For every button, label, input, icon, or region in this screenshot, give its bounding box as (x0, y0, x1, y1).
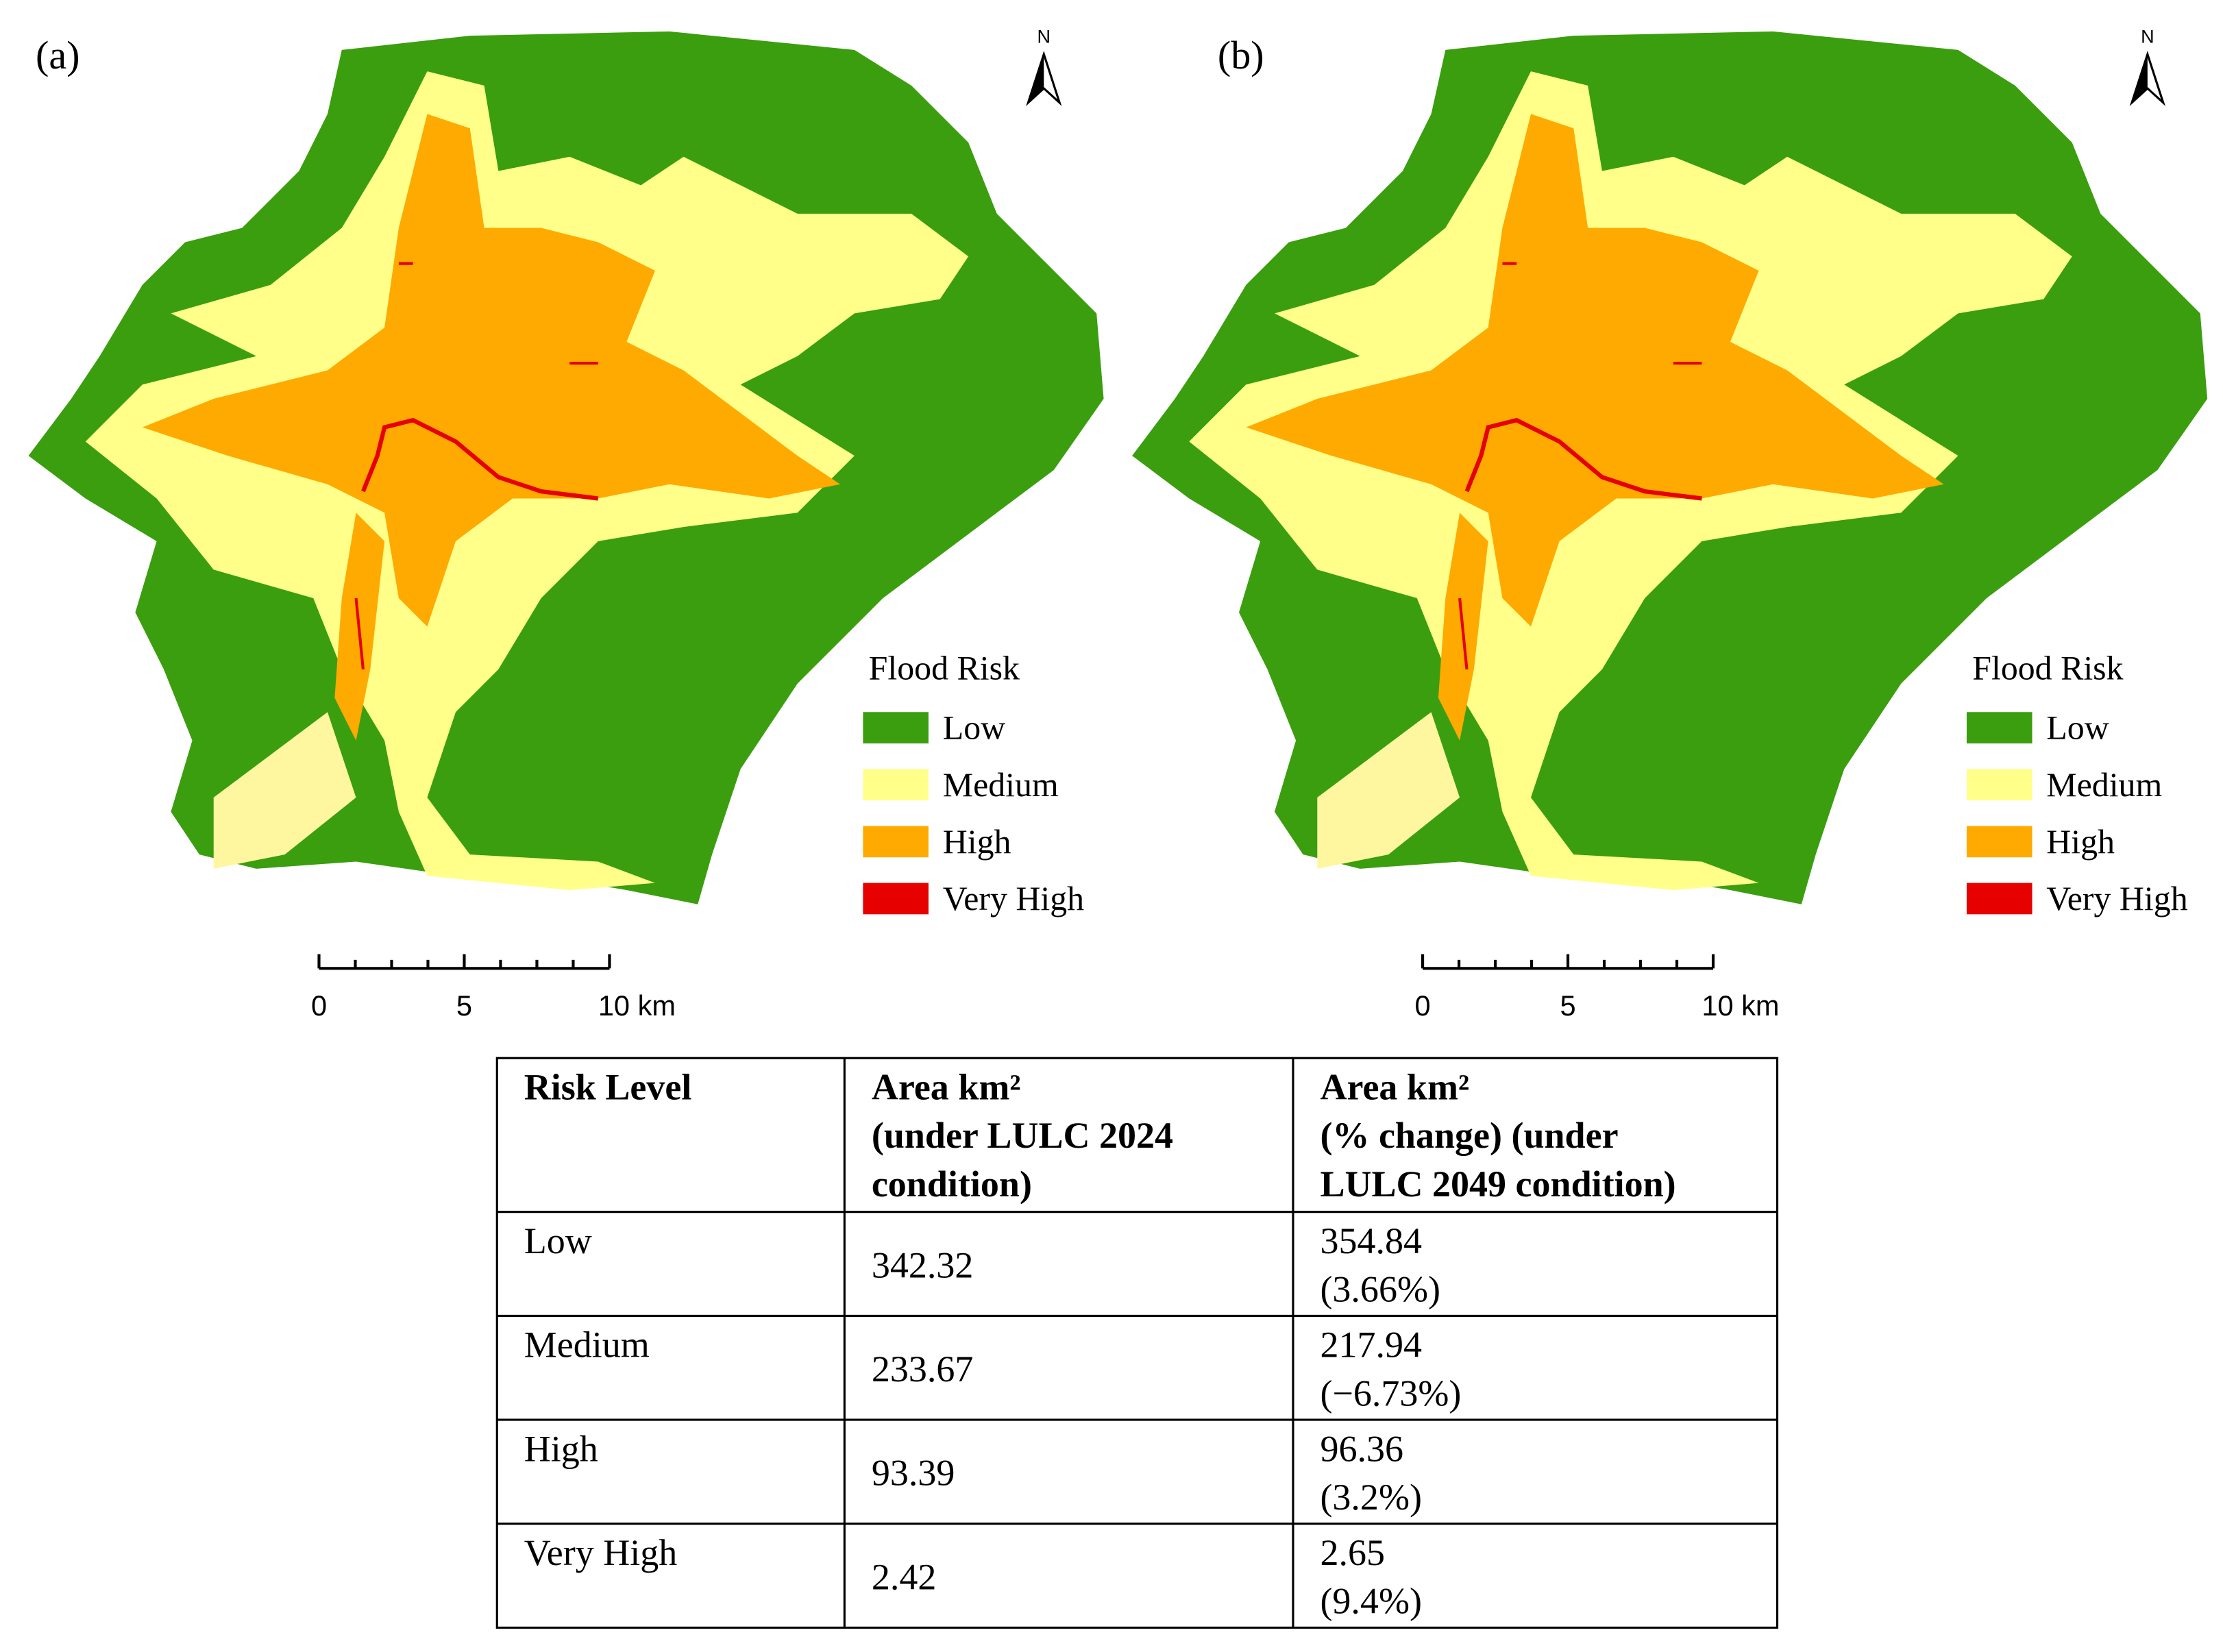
map-panel: (a) N Flood Risk Low Medium High Very High 0 5 10… (29, 27, 1104, 1022)
table-cell: 2.42 (872, 1556, 937, 1597)
legend-label: Very High (943, 880, 1084, 917)
scale-label: 0 (1415, 989, 1431, 1022)
table-cell: (3.66%) (1320, 1269, 1440, 1310)
panel-label: (a) (36, 33, 80, 77)
table-cell: 2.65 (1320, 1532, 1385, 1573)
table-header: (under LULC 2024 (872, 1115, 1173, 1156)
table-cell: Low (524, 1220, 592, 1261)
table-cell: 93.39 (872, 1453, 955, 1494)
legend-swatch (863, 769, 929, 801)
legend-label: Low (2046, 709, 2109, 747)
north-label: N (2141, 27, 2154, 47)
table-cell: Medium (524, 1324, 650, 1366)
scale-label: 10 km (1702, 989, 1779, 1022)
scale-label: 0 (311, 989, 327, 1022)
scale-label: 10 km (598, 989, 676, 1022)
table-cell: High (524, 1428, 598, 1469)
legend-label: Medium (2046, 766, 2162, 804)
legend-swatch (1966, 712, 2032, 743)
legend-title: Flood Risk (1972, 649, 2123, 687)
legend-label: Medium (943, 766, 1059, 804)
table-cell: Very High (524, 1532, 678, 1573)
legend-label: High (943, 823, 1011, 861)
table-header: Area km² (872, 1067, 1021, 1108)
table-border (495, 1057, 1779, 1629)
table-cell: (−6.73%) (1320, 1372, 1461, 1414)
table-cell: 342.32 (872, 1244, 974, 1285)
legend-swatch (863, 883, 929, 915)
table-header: (% change) (under (1320, 1115, 1618, 1156)
legend-title: Flood Risk (869, 649, 1020, 687)
legend-swatch (1966, 769, 2032, 801)
table-cell: (9.4%) (1320, 1581, 1422, 1622)
table-cell: 354.84 (1320, 1220, 1422, 1261)
legend-swatch (863, 712, 929, 743)
map-panel: (b) N Flood Risk Low Medium High Very High 0 5 10… (1132, 27, 2207, 1022)
scale-label: 5 (1560, 989, 1575, 1022)
table-cell: 233.67 (872, 1348, 974, 1390)
table-header: Area km² (1320, 1067, 1469, 1108)
legend-label: High (2046, 823, 2115, 861)
table-header: Risk Level (524, 1067, 692, 1108)
scale-label: 5 (456, 989, 472, 1022)
table-cell: (3.2%) (1320, 1477, 1422, 1518)
legend-swatch (1966, 826, 2032, 858)
legend-swatch (1966, 883, 2032, 915)
legend-label: Low (943, 709, 1005, 747)
data-table: Risk Level Area km² (under LULC 2024 condit… (495, 1057, 1779, 1629)
legend-label: Very High (2046, 880, 2187, 917)
table-cell: 96.36 (1320, 1428, 1403, 1469)
panel-label: (b) (1218, 33, 1264, 77)
table-header: condition) (872, 1163, 1032, 1205)
north-label: N (1037, 27, 1051, 47)
table-header: LULC 2049 condition) (1320, 1163, 1675, 1205)
legend-swatch (863, 826, 929, 858)
table-cell: 217.94 (1320, 1324, 1422, 1366)
